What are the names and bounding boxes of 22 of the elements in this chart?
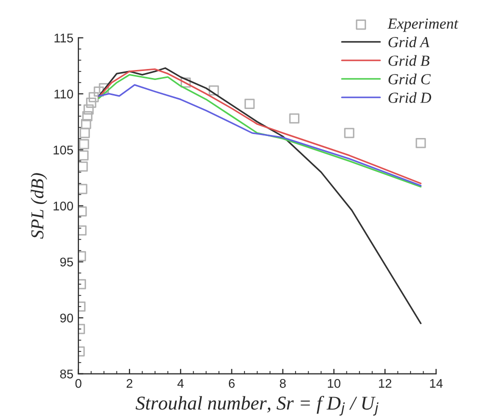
x-tick-label: 12 [379,378,392,388]
y-tick-label: 90 [60,314,74,322]
legend-label: Grid D [388,92,432,103]
legend-label: Grid C [388,74,431,84]
legend-label: Experiment [388,18,458,32]
x-axis-title: Strouhal number, Sr = f D$_{j}$ / U$_{j}$ [136,396,378,416]
x-tick-label: 2 [126,378,132,388]
x-tick-label: 0 [75,378,82,388]
x-tick-label: 6 [228,378,235,388]
y-axis-title: SPL (dB) [30,173,48,239]
x-tick-label: 10 [328,378,340,388]
x-tick-label: 8 [280,378,286,388]
legend-label: Grid B [388,55,430,66]
y-tick-label: 115 [54,34,74,42]
y-tick-label: 85 [60,370,74,378]
y-tick-label: 100 [54,202,74,210]
y-tick-label: 95 [60,258,74,266]
y-tick-label: 105 [54,146,74,154]
x-tick-label: 14 [430,379,443,388]
y-tick-label: 110 [54,90,74,98]
x-tick-label: 4 [177,379,184,388]
legend-label: Grid A [388,36,430,48]
